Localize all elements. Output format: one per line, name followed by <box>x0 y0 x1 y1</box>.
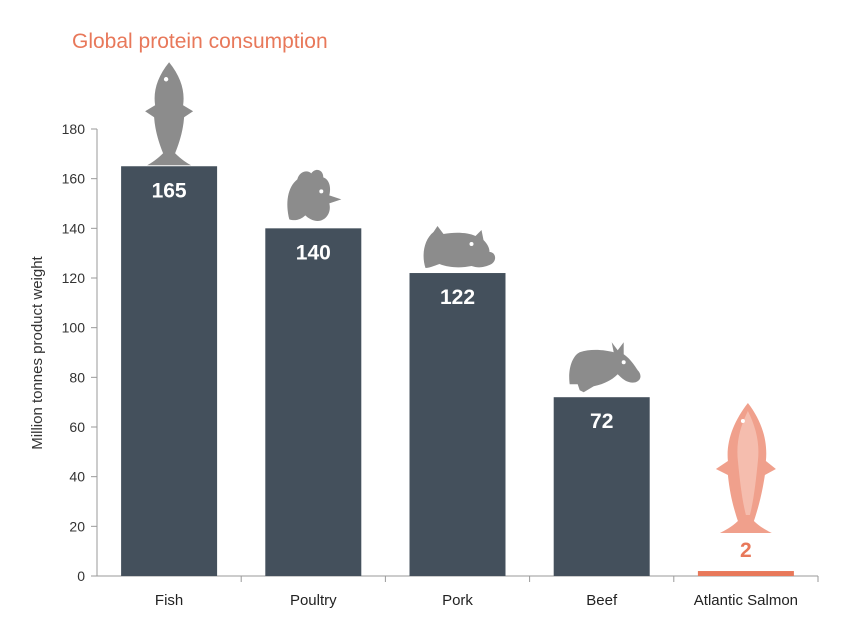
y-tick-label: 80 <box>69 369 85 385</box>
x-tick-label: Atlantic Salmon <box>694 592 798 609</box>
bar <box>265 228 362 577</box>
bar-value-label: 140 <box>296 241 331 264</box>
x-tick-label: Fish <box>155 592 183 609</box>
y-tick-label: 60 <box>69 419 85 435</box>
x-tick-label: Pork <box>442 592 473 609</box>
chart-title: Global protein consumption <box>72 30 328 53</box>
y-tick-label: 160 <box>62 171 86 187</box>
chicken-icon <box>287 169 342 221</box>
y-tick-label: 100 <box>62 320 86 336</box>
y-axis-label: Million tonnes product weight <box>29 255 46 449</box>
bar <box>697 571 794 576</box>
salmon-icon <box>715 403 776 534</box>
y-tick-label: 180 <box>62 121 86 137</box>
bar-value-label: 165 <box>152 179 187 202</box>
bar-value-label: 2 <box>740 539 752 562</box>
category-icons <box>145 62 776 534</box>
y-tick-label: 120 <box>62 270 86 286</box>
cow-icon <box>569 342 641 393</box>
y-tick-label: 140 <box>62 220 86 236</box>
bar <box>121 166 218 576</box>
bar-value-label: 72 <box>590 410 613 433</box>
y-tick-label: 0 <box>77 568 85 584</box>
y-tick-label: 20 <box>69 518 85 534</box>
x-axis: Fish Poultry Pork Beef Atlantic Salmon <box>97 575 819 609</box>
y-tick-label: 40 <box>69 469 85 485</box>
bar-value-label: 122 <box>440 286 475 309</box>
y-axis: 0 20 40 60 80 100 120 140 160 180 <box>62 121 98 584</box>
bars: 165 140 122 72 2 <box>121 166 794 577</box>
fish-icon <box>145 62 194 166</box>
bar <box>409 273 506 576</box>
pig-icon <box>423 226 496 269</box>
bar <box>553 397 650 576</box>
x-tick-label: Poultry <box>290 592 337 609</box>
x-tick-label: Beef <box>586 592 618 609</box>
